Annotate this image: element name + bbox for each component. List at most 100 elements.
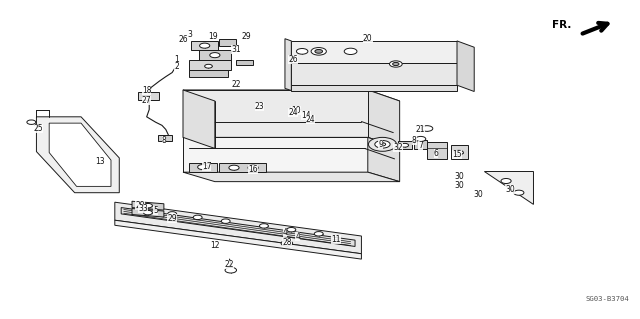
Circle shape [375, 141, 390, 148]
Circle shape [281, 241, 292, 246]
Text: 24: 24 [306, 115, 316, 124]
Text: SG03-B3704: SG03-B3704 [586, 296, 629, 302]
Text: 27: 27 [142, 97, 152, 106]
Circle shape [193, 215, 202, 219]
Circle shape [393, 63, 399, 66]
Text: 30: 30 [454, 181, 464, 190]
Circle shape [287, 227, 296, 232]
Polygon shape [191, 41, 218, 50]
Polygon shape [285, 39, 291, 91]
Text: 10: 10 [291, 106, 301, 115]
Text: 14: 14 [301, 111, 311, 120]
Polygon shape [132, 201, 164, 210]
Circle shape [369, 137, 396, 151]
Text: 3: 3 [187, 30, 192, 39]
Polygon shape [49, 123, 111, 186]
Polygon shape [36, 117, 119, 193]
Circle shape [344, 48, 357, 55]
Polygon shape [183, 90, 399, 101]
Text: 21: 21 [416, 125, 426, 134]
Polygon shape [183, 137, 399, 148]
Text: 15: 15 [452, 150, 462, 159]
Text: 8: 8 [161, 136, 166, 145]
Circle shape [501, 178, 511, 183]
Circle shape [225, 267, 237, 273]
Polygon shape [199, 50, 231, 60]
Text: 29: 29 [242, 32, 252, 41]
Circle shape [380, 143, 386, 146]
Text: 2: 2 [174, 62, 179, 71]
Polygon shape [457, 41, 474, 92]
Polygon shape [397, 141, 412, 149]
Polygon shape [427, 142, 447, 159]
Polygon shape [291, 85, 457, 91]
Circle shape [415, 137, 426, 141]
Polygon shape [115, 220, 362, 259]
Circle shape [421, 126, 433, 131]
Circle shape [390, 61, 402, 67]
Polygon shape [189, 70, 228, 77]
Polygon shape [220, 39, 236, 46]
Text: 8: 8 [412, 136, 417, 145]
Text: 28: 28 [282, 238, 292, 247]
Circle shape [248, 165, 258, 170]
Text: 18: 18 [142, 86, 152, 95]
Circle shape [229, 165, 239, 170]
Text: 25: 25 [33, 124, 43, 133]
Text: 17: 17 [202, 162, 211, 171]
Text: 29: 29 [136, 201, 145, 210]
Text: 1: 1 [174, 56, 179, 64]
Polygon shape [291, 63, 457, 85]
Polygon shape [484, 172, 534, 204]
Circle shape [259, 224, 268, 228]
Circle shape [315, 49, 323, 53]
Text: 29: 29 [167, 213, 177, 222]
Circle shape [200, 43, 210, 48]
Text: 31: 31 [231, 45, 241, 54]
Circle shape [401, 143, 408, 147]
Text: 12: 12 [210, 241, 220, 250]
Text: 9: 9 [378, 140, 383, 149]
Text: 11: 11 [331, 235, 340, 244]
Circle shape [205, 64, 212, 68]
Text: 24: 24 [289, 108, 298, 117]
Text: 30: 30 [473, 190, 483, 199]
Polygon shape [236, 60, 253, 65]
Text: 4: 4 [295, 233, 300, 241]
Polygon shape [368, 137, 399, 182]
Text: 32: 32 [393, 143, 403, 152]
Polygon shape [368, 90, 399, 148]
Polygon shape [121, 208, 355, 247]
Text: 19: 19 [208, 32, 218, 41]
Text: 7: 7 [419, 141, 423, 150]
Text: 6: 6 [433, 149, 438, 158]
Text: 26: 26 [289, 56, 298, 64]
Polygon shape [183, 90, 368, 137]
Polygon shape [183, 90, 215, 148]
Circle shape [454, 150, 463, 155]
Text: 20: 20 [363, 34, 372, 43]
Circle shape [314, 232, 323, 236]
Text: 4: 4 [282, 228, 287, 237]
Text: 30: 30 [454, 172, 464, 182]
Circle shape [210, 53, 220, 58]
Text: 30: 30 [505, 185, 515, 194]
Circle shape [168, 212, 177, 216]
Circle shape [27, 120, 36, 124]
Circle shape [143, 211, 152, 215]
Text: 16: 16 [248, 165, 258, 174]
Polygon shape [115, 202, 362, 254]
Text: 13: 13 [95, 157, 105, 166]
Polygon shape [138, 92, 159, 100]
Polygon shape [183, 137, 368, 172]
Circle shape [198, 165, 208, 170]
Polygon shape [291, 41, 457, 63]
Polygon shape [189, 60, 231, 70]
Polygon shape [189, 163, 217, 172]
Circle shape [311, 48, 326, 55]
Polygon shape [183, 172, 399, 182]
Text: 22: 22 [225, 260, 234, 269]
Text: 22: 22 [231, 80, 241, 89]
Text: 33: 33 [138, 204, 148, 213]
Polygon shape [132, 209, 164, 217]
